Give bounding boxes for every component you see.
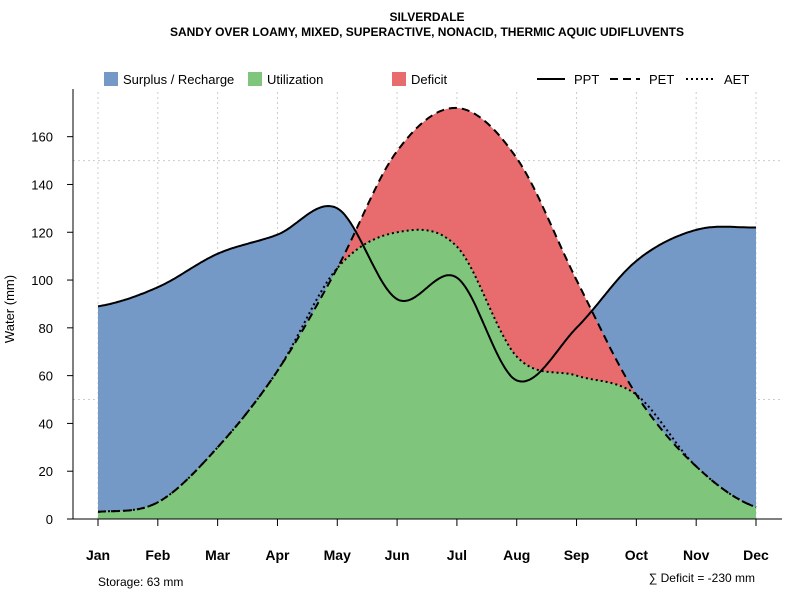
legend-swatch-utilization: [248, 72, 262, 86]
legend-label-deficit: Deficit: [411, 72, 448, 87]
series-lines: [97, 106, 757, 513]
legend-label-surplus: Surplus / Recharge: [123, 72, 234, 87]
chart-title: SILVERDALE: [389, 10, 464, 24]
legend-label-ppt: PPT: [574, 72, 599, 87]
x-tick-label-mar: Mar: [205, 547, 230, 563]
y-tick-label-140: 140: [31, 177, 53, 192]
y-tick-label-0: 0: [46, 512, 53, 527]
x-tick-label-may: May: [324, 547, 351, 563]
series-line-ppt: [97, 204, 756, 383]
y-tick-label-20: 20: [39, 464, 53, 479]
area-fills: [98, 107, 756, 520]
x-tick-label-jul: Jul: [447, 547, 467, 563]
x-tick-label-apr: Apr: [265, 547, 290, 563]
area-surplus-above-pet: [98, 107, 756, 512]
x-tick-label-aug: Aug: [503, 547, 530, 563]
y-tick-label-40: 40: [39, 416, 53, 431]
legend-label-pet: PET: [649, 72, 674, 87]
y-tick-label-120: 120: [31, 225, 53, 240]
storage-annotation: Storage: 63 mm: [98, 575, 183, 589]
area-utilization-base: [98, 229, 756, 520]
legend: Surplus / Recharge Utilization Deficit P…: [104, 72, 749, 87]
axes: 0 20 40 60 80 100 120 140 160 Jan Feb Mar Apr May Jun J…: [31, 89, 782, 563]
legend-swatch-surplus: [104, 72, 118, 86]
y-tick-label-160: 160: [31, 130, 53, 145]
x-tick-label-feb: Feb: [145, 547, 170, 563]
x-tick-label-oct: Oct: [625, 547, 649, 563]
x-tick-label-jun: Jun: [385, 547, 410, 563]
x-tick-label-jan: Jan: [86, 547, 110, 563]
x-tick-label-nov: Nov: [683, 547, 710, 563]
y-tick-label-100: 100: [31, 273, 53, 288]
series-line-pet: [97, 106, 757, 513]
x-tick-label-dec: Dec: [743, 547, 769, 563]
y-tick-label-80: 80: [39, 321, 53, 336]
deficit-annotation: ∑ Deficit = -230 mm: [649, 571, 755, 585]
legend-label-utilization: Utilization: [267, 72, 323, 87]
legend-label-aet: AET: [724, 72, 749, 87]
y-tick-label-60: 60: [39, 369, 53, 384]
x-tick-label-sep: Sep: [564, 547, 590, 563]
legend-swatch-deficit: [392, 72, 406, 86]
series-line-aet: [97, 228, 757, 513]
chart-subtitle: SANDY OVER LOAMY, MIXED, SUPERACTIVE, NO…: [170, 25, 684, 39]
y-axis-label: Water (mm): [2, 275, 17, 343]
